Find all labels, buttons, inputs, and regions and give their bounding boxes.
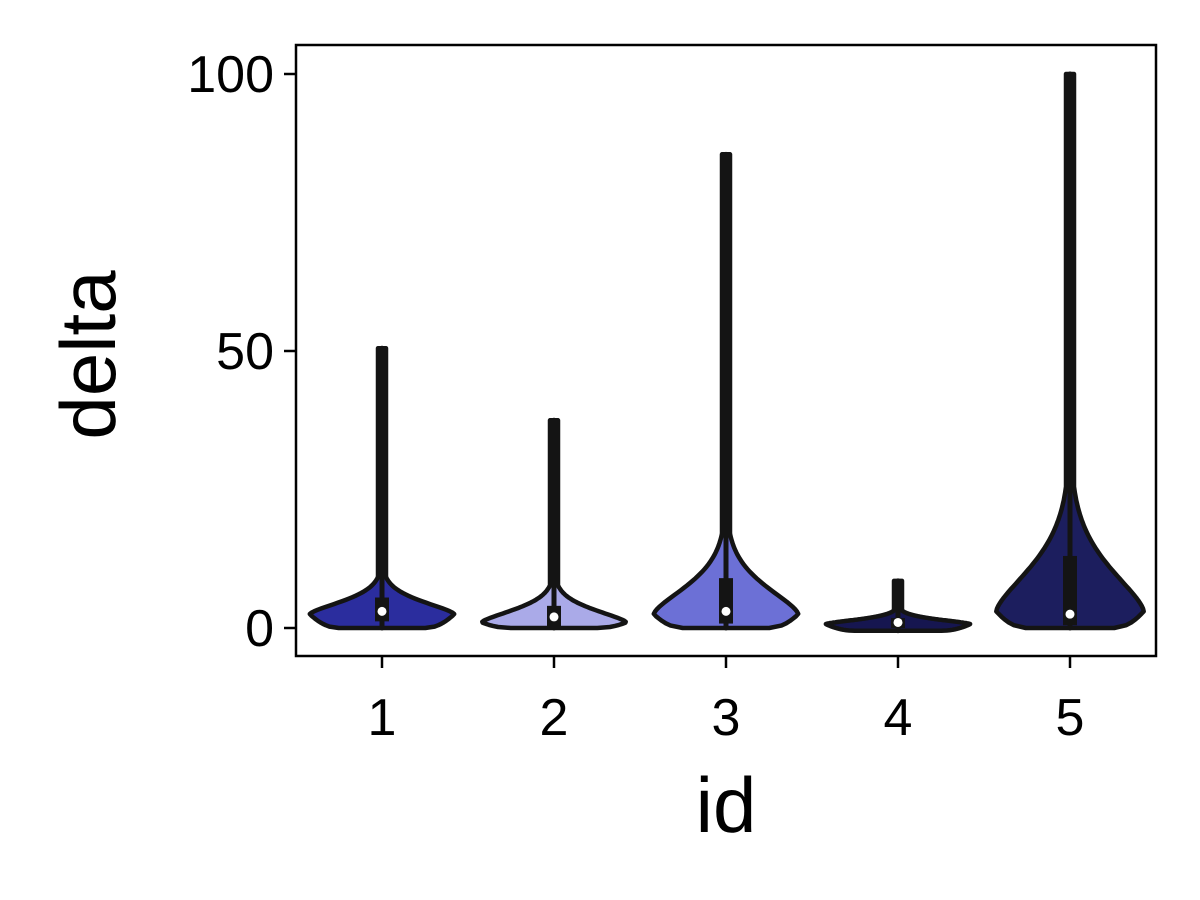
x-tick-label: 5 xyxy=(1056,689,1085,747)
x-tick-label: 1 xyxy=(368,689,397,747)
violin-median-point xyxy=(377,606,387,616)
x-axis: 1 2 3 4 5 xyxy=(368,656,1085,747)
x-tick-label: 2 xyxy=(540,689,569,747)
violin-iqr-box xyxy=(719,578,733,624)
x-tick-label: 4 xyxy=(884,689,913,747)
violin-iqr-box xyxy=(1063,555,1077,626)
y-axis: 0 50 100 xyxy=(187,46,296,658)
violin-median-point xyxy=(721,606,731,616)
y-tick-label: 50 xyxy=(216,323,274,381)
violin-layer xyxy=(307,71,1146,634)
x-axis-title: id xyxy=(696,761,757,849)
y-tick-label: 100 xyxy=(187,46,274,104)
y-axis-title: delta xyxy=(44,270,132,440)
x-tick-label: 3 xyxy=(712,689,741,747)
violin-median-point xyxy=(893,617,903,627)
y-tick-label: 0 xyxy=(245,600,274,658)
violin-median-point xyxy=(1065,609,1075,619)
violin-median-point xyxy=(549,612,559,622)
